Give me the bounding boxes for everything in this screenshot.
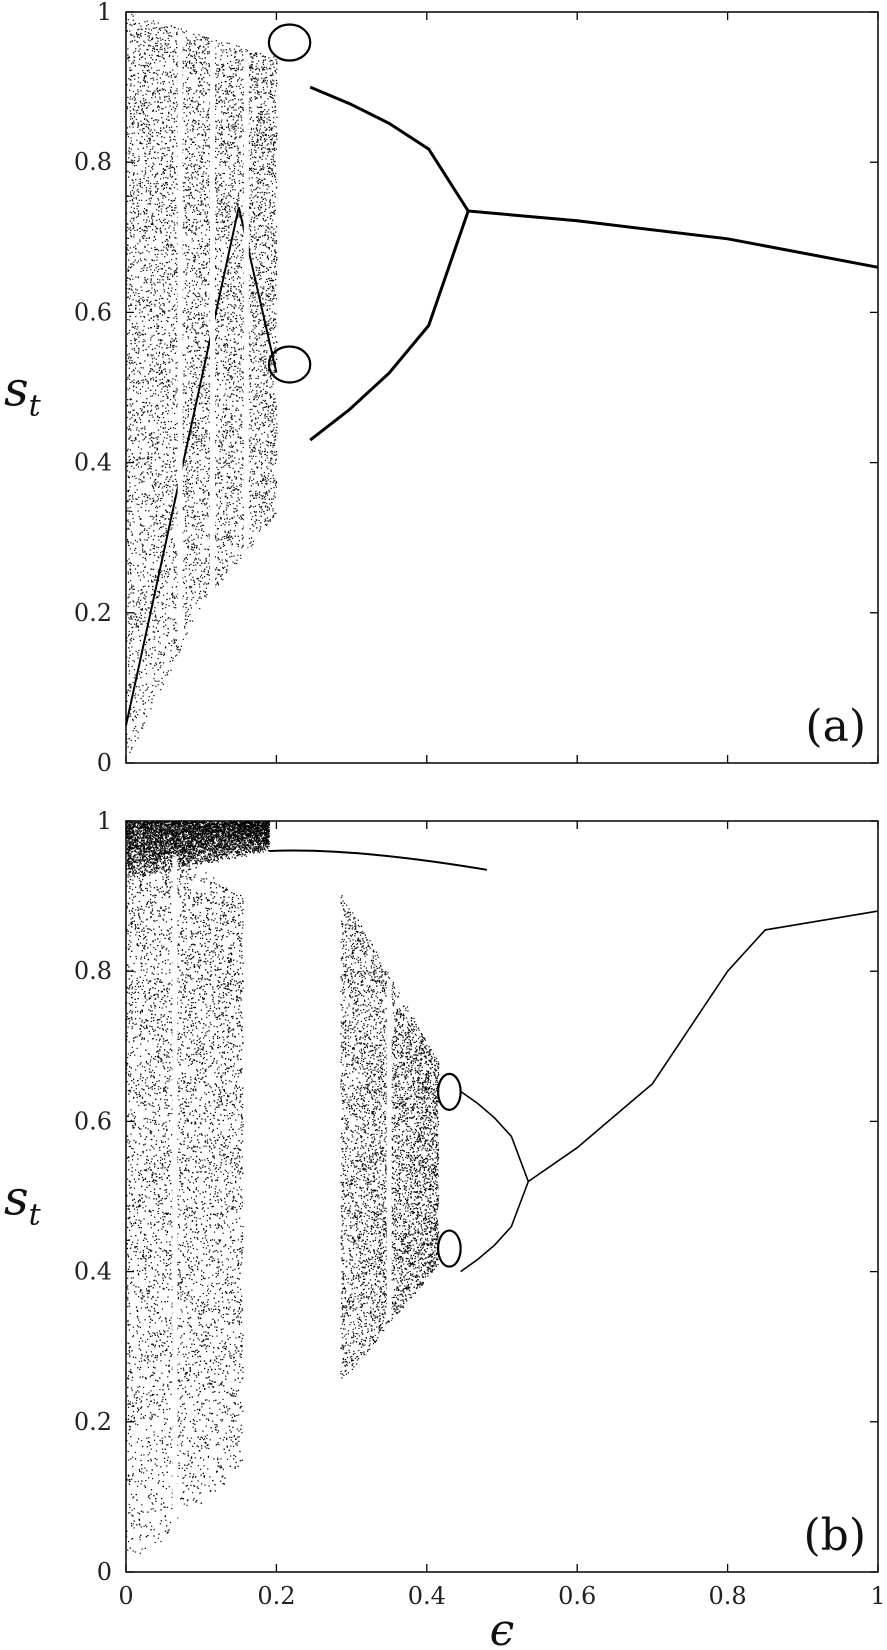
x-tick-label: 0 [118,1582,133,1610]
y-tick-label: 0.2 [74,599,112,627]
plot-frame [125,820,879,1573]
period-1-branch [468,209,879,269]
x-tick-label: 0.4 [408,1582,446,1610]
inner-bands [125,207,278,726]
panel-label: (a) [805,701,866,752]
x-tick-label: 0.6 [558,1582,596,1610]
period-1-branch [527,910,879,1183]
plot-frame [125,11,879,764]
panel-b: 0 0.2 0.4 0.6 0.8 1 0 0.2 0.4 0.6 0.8 1 st ϵ (b) [4,807,886,1650]
x-tick-label: 0.2 [257,1582,295,1610]
y-tick-label: 0.4 [74,1258,112,1286]
period-2-lower [309,210,470,442]
period-2-lower [460,1181,530,1273]
period-4-loop [267,345,312,384]
periodic-windows [177,32,249,646]
y-tick-label: 1 [97,0,112,26]
x-axis-label: ϵ [490,1605,515,1650]
period-4-loop [436,1229,462,1268]
upper-branch [268,849,488,871]
panel-a: 0 0.2 0.4 0.6 0.8 1 st (a) [4,0,879,777]
y-tick-label: 0.6 [74,298,112,326]
y-axis-label: st [4,362,42,424]
y-tick-label: 0.8 [74,148,112,176]
y-tick-label: 0.8 [74,957,112,985]
period-4-loop [436,1072,462,1111]
y-tick-label: 1 [97,807,112,835]
panel-label: (b) [804,1510,867,1561]
x-tick-label: 0.8 [709,1582,747,1610]
chaotic-band [126,13,278,753]
period-2-upper [309,85,470,212]
ticks [125,820,879,1573]
y-tick-label: 0.6 [74,1107,112,1135]
y-axis-label: st [4,1171,42,1233]
dense-top-band [126,821,270,878]
y-tick-label: 0.2 [74,1408,112,1436]
y-tick-label: 0.4 [74,449,112,477]
x-tick-label: 1 [870,1582,885,1610]
y-tick-label: 0 [97,749,112,777]
period-2-upper [460,1090,530,1182]
chaotic-band-1 [126,827,244,1554]
ticks [125,11,879,764]
chaotic-band-2 [340,895,440,1379]
y-tick-label: 0 [97,1558,112,1586]
period-4-loop [267,23,312,62]
